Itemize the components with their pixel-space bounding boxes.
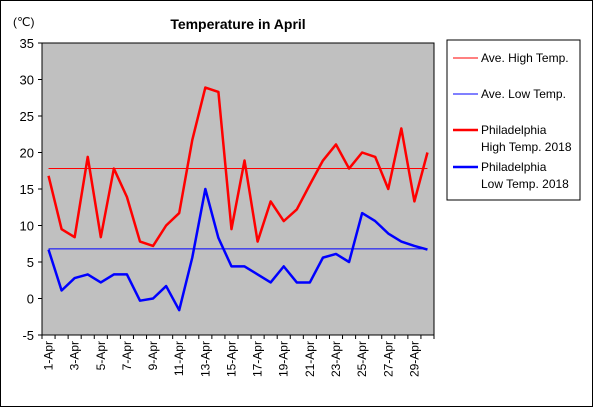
y-tick-label: 10 — [20, 219, 34, 234]
y-tick-label: 15 — [20, 182, 34, 197]
legend-label: Philadelphia — [481, 160, 547, 174]
x-tick-label: 25-Apr — [355, 341, 369, 377]
unit-label: (℃) — [13, 15, 34, 29]
y-axis: 35 30 25 20 15 10 5 0 -5 — [20, 36, 42, 343]
series-line-4 — [47, 187, 428, 312]
x-tick-label: 1-Apr — [42, 341, 56, 370]
x-tick-label: 15-Apr — [224, 341, 238, 377]
series-line-3 — [47, 86, 429, 248]
y-tick-label: 20 — [20, 146, 34, 161]
y-tick-label: 5 — [27, 255, 34, 270]
x-tick-label: 9-Apr — [146, 341, 160, 370]
x-tick-label: 21-Apr — [303, 341, 317, 377]
legend-label: Philadelphia — [481, 123, 547, 137]
y-tick-label: 35 — [20, 36, 34, 51]
series-layer — [47, 86, 429, 312]
y-tick-label: -5 — [22, 328, 34, 343]
x-tick-label: 19-Apr — [277, 341, 291, 377]
x-tick-label: 5-Apr — [94, 341, 108, 370]
legend-label: High Temp. 2018 — [481, 140, 572, 154]
x-axis: 1-Apr 3-Apr 5-Apr 7-Apr 9-Apr 11-Apr 13-Apr 15-… — [41, 335, 435, 377]
x-tick-label: 13-Apr — [198, 341, 212, 377]
x-tick-label: 7-Apr — [120, 341, 134, 370]
legend-label: Low Temp. 2018 — [481, 177, 569, 191]
y-tick-label: 30 — [20, 73, 34, 88]
y-tick-label: 25 — [20, 109, 34, 124]
x-tick-label: 17-Apr — [251, 341, 265, 377]
x-tick-label: 29-Apr — [407, 341, 421, 377]
legend-label: Ave. High Temp. — [481, 51, 569, 65]
legend-box — [446, 39, 581, 201]
chart-title: Temperature in April — [170, 16, 305, 32]
x-tick-label: 11-Apr — [172, 341, 186, 376]
legend-label: Ave. Low Temp. — [481, 87, 566, 101]
x-tick-label: 3-Apr — [68, 341, 82, 370]
x-tick-label: 23-Apr — [329, 341, 343, 377]
legend: Ave. High Temp. Ave. Low Temp. Philadelphi… — [446, 39, 581, 201]
y-tick-label: 0 — [27, 292, 34, 307]
x-tick-label: 27-Apr — [381, 341, 395, 377]
